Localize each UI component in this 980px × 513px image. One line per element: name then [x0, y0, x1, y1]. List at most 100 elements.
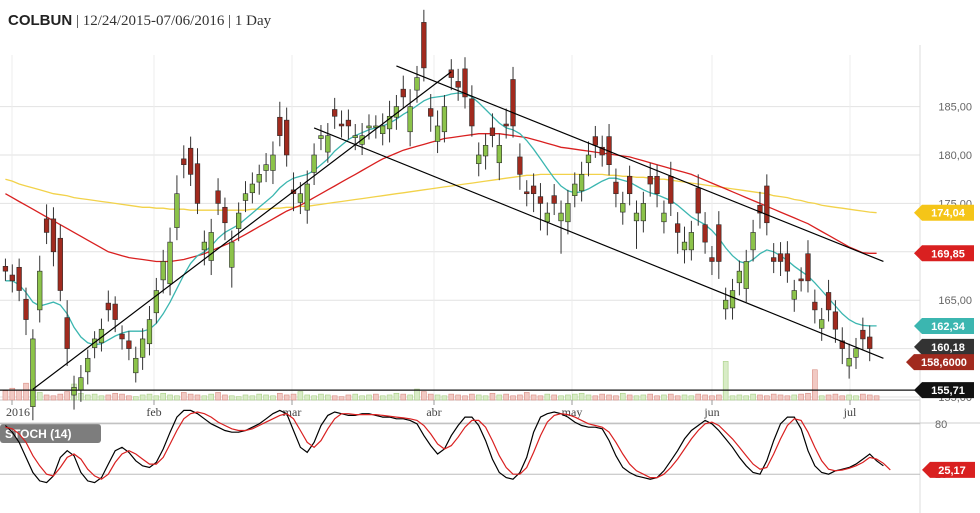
candle-body [50, 218, 57, 253]
candle-body [647, 175, 653, 185]
volume-bar [791, 394, 798, 401]
volume-bar [277, 392, 283, 401]
candle-body [832, 311, 839, 330]
volume-bar [558, 395, 564, 401]
price-tag-label: 169,85 [931, 248, 965, 260]
ma-slow-line [5, 173, 877, 214]
candle-body [133, 357, 139, 374]
stoch-d-line [5, 411, 891, 480]
candle-body [654, 175, 660, 195]
candle-body [798, 278, 804, 282]
volume-bar [50, 395, 57, 401]
volume-bar [475, 394, 482, 401]
volume-bar [427, 393, 434, 401]
volume-bar [379, 395, 386, 401]
stoch-value-tag [922, 461, 975, 478]
candle-body [105, 302, 111, 311]
candle-body [565, 203, 571, 223]
candle-body [215, 190, 221, 204]
candle-body [702, 224, 708, 243]
volume-bar [393, 392, 400, 401]
ma-mid-line [5, 133, 877, 263]
volume-bar [16, 389, 22, 401]
candle-body [249, 183, 255, 194]
volume-bar [620, 392, 626, 401]
stoch-value-label: 25,17 [938, 465, 966, 477]
candle-body [791, 290, 797, 300]
candle-body [194, 163, 201, 204]
candle-body [167, 241, 173, 285]
price-tag-label: 155,71 [931, 385, 965, 397]
volume-bar [194, 394, 201, 401]
volume-bar [565, 394, 571, 401]
volume-bar [345, 394, 352, 401]
volume-bar [338, 396, 345, 401]
volume-bar [160, 392, 166, 401]
stoch-tab [0, 424, 101, 443]
volume-bar [654, 395, 660, 401]
volume-bar [832, 393, 839, 401]
candle-body [620, 203, 626, 213]
candle-body [345, 119, 352, 127]
volume-bar [784, 395, 791, 401]
volume-bar [132, 396, 139, 401]
candle-body [380, 125, 386, 135]
candle-body [338, 123, 345, 127]
candle-body [867, 336, 873, 349]
candle-body [174, 193, 180, 228]
price-tick-label: 185,00 [938, 102, 972, 114]
candle-body [256, 174, 262, 183]
volume-bar [812, 369, 818, 401]
stoch-k-line [4, 409, 884, 484]
volume-bar [84, 394, 91, 401]
volume-bar [112, 392, 118, 401]
interval-label: 1 Day [234, 13, 272, 29]
candle-body [236, 212, 242, 229]
candle-body [112, 303, 118, 320]
candle-body [551, 195, 557, 204]
candle-body [160, 261, 166, 281]
volume-bar [736, 394, 743, 401]
time-tick-label: jul [843, 405, 857, 419]
volume-bar [571, 393, 578, 401]
volume-bar [126, 395, 132, 401]
candle-body [578, 174, 585, 192]
candle-body [119, 333, 125, 340]
volume-bar [681, 394, 688, 401]
volume-bar [661, 394, 667, 401]
volume-bar [489, 392, 496, 401]
candle-body [853, 348, 859, 358]
candle-body [846, 357, 852, 367]
price-tick-label: 165,00 [938, 295, 972, 307]
volume-bar [249, 395, 256, 401]
volume-bar [400, 393, 407, 401]
candle-body [441, 106, 448, 133]
candle-body [400, 88, 406, 98]
volume-bar [750, 393, 756, 401]
volume-bar [105, 394, 112, 401]
volume-bar [242, 394, 249, 401]
volume-bar [331, 395, 338, 401]
candle-body [819, 319, 825, 329]
candle-body [469, 98, 475, 127]
candle-body [736, 270, 743, 284]
volume-bar [722, 361, 729, 401]
candle-body [311, 154, 317, 173]
candle-body [153, 290, 159, 314]
time-axis: 2016 feb mar abr may jun jul [6, 400, 857, 419]
candle-body [627, 175, 633, 195]
price-tag-label: 160,18 [931, 342, 965, 354]
candle-body [716, 224, 722, 262]
volume-bar [386, 394, 393, 401]
candle-body [284, 119, 290, 156]
candle-body [777, 253, 784, 262]
volume-bar [770, 393, 777, 401]
volume-bars [2, 361, 880, 401]
price-tag [914, 382, 974, 399]
volume-bar [235, 396, 242, 401]
volume-bar [448, 393, 455, 401]
time-tick-label: abr [426, 405, 441, 419]
volume-bar [613, 395, 619, 401]
volume-bar [702, 394, 708, 401]
